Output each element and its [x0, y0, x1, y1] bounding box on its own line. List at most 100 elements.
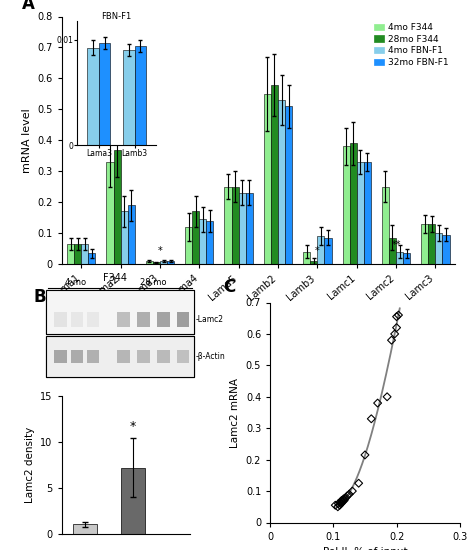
- Bar: [160, 261, 167, 264]
- Point: [338, 498, 346, 507]
- Bar: [428, 224, 435, 264]
- Y-axis label: Lamc2 density: Lamc2 density: [25, 427, 35, 503]
- Bar: [46, 290, 194, 334]
- Bar: [350, 144, 356, 264]
- Bar: [71, 350, 83, 363]
- Point: [337, 498, 344, 507]
- Bar: [118, 312, 130, 327]
- Text: F344: F344: [103, 273, 127, 283]
- Bar: [55, 350, 67, 363]
- Bar: [356, 162, 364, 264]
- Bar: [343, 146, 350, 264]
- Point: [338, 498, 346, 507]
- Point: [395, 311, 402, 320]
- Point: [383, 392, 391, 401]
- Bar: [137, 312, 150, 327]
- Bar: [324, 238, 331, 264]
- Point: [331, 501, 339, 510]
- Bar: [73, 524, 97, 534]
- Bar: [74, 244, 82, 264]
- Bar: [225, 186, 232, 264]
- Bar: [364, 162, 371, 264]
- Point: [348, 487, 356, 496]
- Point: [367, 414, 375, 423]
- Bar: [87, 312, 100, 327]
- Bar: [55, 312, 67, 327]
- Point: [393, 312, 401, 321]
- Bar: [389, 238, 396, 264]
- Legend: 4mo, 28mo: 4mo, 28mo: [277, 400, 326, 428]
- Text: -Lamc2: -Lamc2: [196, 315, 224, 324]
- Point: [338, 496, 346, 505]
- Bar: [146, 261, 153, 264]
- Bar: [88, 253, 95, 264]
- Bar: [177, 350, 190, 363]
- Bar: [232, 186, 238, 264]
- Text: *: *: [157, 246, 163, 256]
- Bar: [403, 253, 410, 264]
- Y-axis label: Lamc2 mRNA: Lamc2 mRNA: [230, 377, 240, 448]
- Bar: [442, 235, 449, 264]
- Point: [334, 502, 342, 511]
- Point: [374, 399, 382, 408]
- Point: [361, 450, 369, 459]
- Bar: [153, 262, 160, 264]
- Bar: [310, 261, 317, 264]
- Text: **: **: [391, 240, 401, 250]
- Point: [336, 501, 344, 510]
- Bar: [421, 224, 428, 264]
- Point: [344, 491, 351, 500]
- Legend: 4mo F344, 28mo F344, 4mo FBN-F1, 32mo FBN-F1: 4mo F344, 28mo F344, 4mo FBN-F1, 32mo FB…: [372, 21, 450, 69]
- Bar: [206, 221, 213, 264]
- Text: A: A: [22, 0, 35, 13]
- Bar: [303, 252, 310, 264]
- Bar: [238, 193, 246, 264]
- Bar: [46, 290, 194, 334]
- Text: *: *: [129, 420, 136, 433]
- Bar: [71, 312, 83, 327]
- Bar: [167, 261, 174, 264]
- Point: [340, 496, 348, 505]
- Bar: [128, 205, 135, 264]
- Bar: [435, 233, 442, 264]
- X-axis label: Pol II, % of input: Pol II, % of input: [323, 547, 407, 550]
- Bar: [185, 227, 192, 264]
- Point: [393, 323, 401, 332]
- Bar: [46, 336, 194, 377]
- Bar: [82, 244, 88, 264]
- Bar: [278, 100, 285, 264]
- Bar: [199, 219, 206, 264]
- Point: [340, 494, 347, 503]
- Bar: [114, 150, 120, 264]
- Point: [388, 336, 395, 345]
- Point: [339, 496, 346, 505]
- Point: [355, 479, 363, 488]
- Bar: [121, 468, 145, 534]
- Bar: [67, 244, 74, 264]
- Text: B: B: [34, 288, 46, 306]
- Bar: [46, 290, 194, 334]
- Bar: [271, 85, 278, 264]
- Bar: [137, 350, 150, 363]
- Bar: [120, 211, 128, 264]
- Bar: [157, 312, 170, 327]
- Bar: [157, 350, 170, 363]
- Bar: [285, 106, 292, 264]
- Bar: [177, 312, 190, 327]
- Point: [391, 329, 399, 338]
- Point: [342, 493, 350, 502]
- Bar: [107, 162, 114, 264]
- Text: C: C: [223, 278, 235, 295]
- Point: [335, 499, 342, 508]
- Bar: [87, 350, 100, 363]
- Bar: [192, 211, 199, 264]
- Point: [341, 494, 348, 503]
- Text: 4 mo: 4 mo: [65, 278, 87, 287]
- Bar: [46, 336, 194, 377]
- Point: [346, 490, 353, 499]
- Bar: [264, 94, 271, 264]
- Y-axis label: mRNA level: mRNA level: [22, 108, 32, 173]
- Bar: [396, 252, 403, 264]
- Point: [337, 499, 345, 508]
- Bar: [46, 336, 194, 377]
